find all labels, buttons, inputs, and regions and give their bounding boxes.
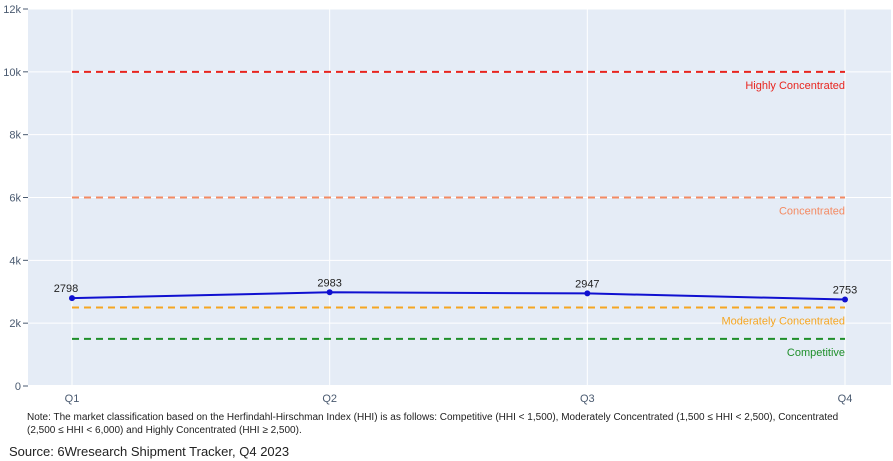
chart-note: Note: The market classification based on… — [27, 412, 839, 436]
data-point — [69, 295, 75, 302]
y-tick-label: 2k — [9, 318, 21, 330]
data-label: 2947 — [575, 278, 599, 290]
reference-line-label: Concentrated — [779, 206, 845, 218]
x-tick-label: Q3 — [580, 393, 595, 405]
reference-line-label: Competitive — [787, 347, 845, 359]
x-tick-label: Q4 — [838, 393, 853, 405]
reference-line-label: Moderately Concentrated — [721, 315, 845, 327]
y-tick-label: 10k — [3, 67, 21, 79]
chart-source: Source: 6Wresearch Shipment Tracker, Q4 … — [9, 444, 290, 459]
series-layer: 2798 2983 2947 2753 — [54, 277, 857, 303]
axes: 0 2k 4k 6k 8k 10k 12k Q1 Q2 Q3 Q4 — [3, 4, 852, 405]
reference-line-label: Highly Concentrated — [745, 80, 845, 92]
series-line — [71, 291, 846, 301]
data-point — [842, 296, 848, 303]
x-tick-label: Q1 — [65, 393, 80, 405]
y-tick-label: 6k — [9, 193, 21, 205]
reference-lines: Highly Concentrated Concentrated Moderatel… — [72, 70, 845, 359]
data-point — [584, 290, 591, 297]
y-tick-label: 0 — [15, 381, 21, 393]
x-tick-label: Q2 — [322, 393, 337, 405]
data-point — [326, 289, 333, 296]
data-label: 2798 — [54, 283, 78, 295]
data-label: 2753 — [833, 285, 857, 297]
y-tick-label: 12k — [3, 4, 21, 16]
y-tick-label: 4k — [9, 255, 21, 267]
data-label: 2983 — [317, 277, 341, 289]
hhi-line-chart: Highly Concentrated Concentrated Moderatel… — [3, 4, 891, 405]
y-tick-label: 8k — [9, 130, 21, 142]
